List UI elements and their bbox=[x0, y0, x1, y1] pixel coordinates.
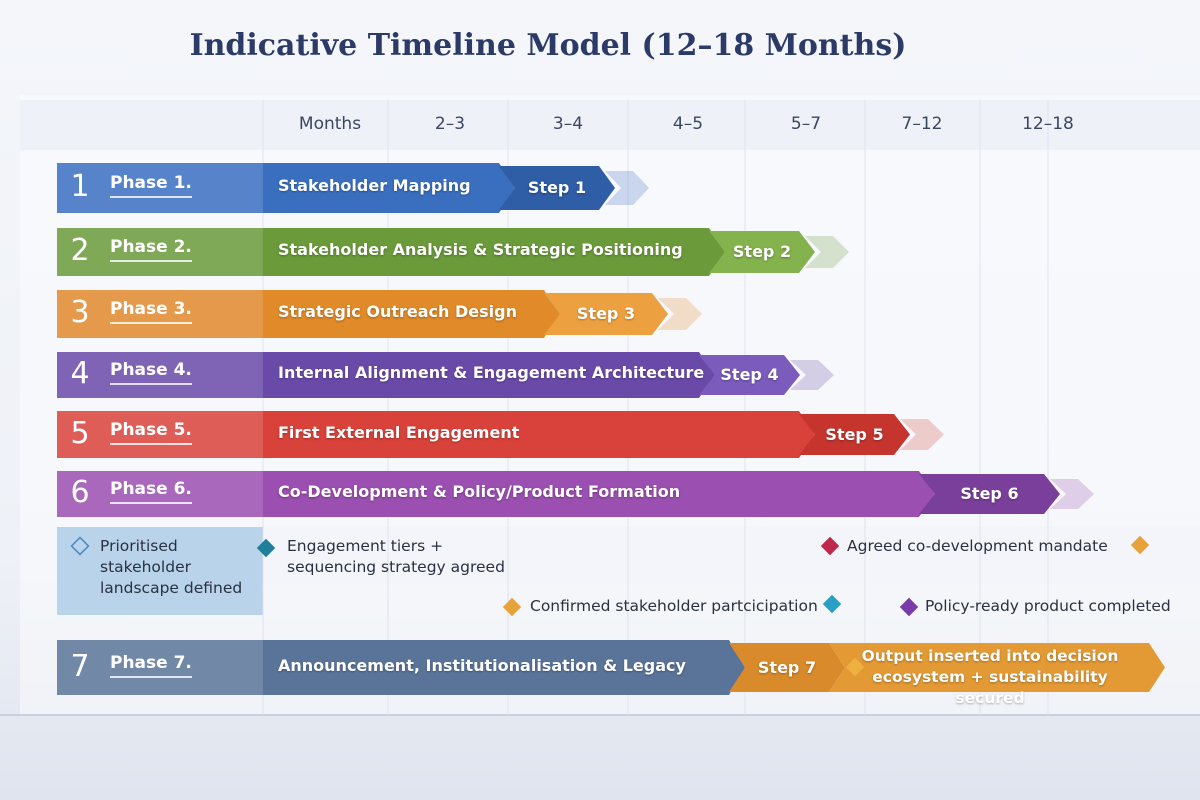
step-chevron bbox=[799, 414, 910, 455]
milestone-diamond bbox=[899, 597, 919, 617]
task-arrow bbox=[263, 290, 560, 338]
task-arrow bbox=[263, 471, 935, 517]
phase-label-block bbox=[57, 640, 263, 695]
milestone-label: Confirmed stakeholder partcicipation bbox=[530, 597, 818, 615]
output-label: Output inserted into decision ecosystem … bbox=[861, 647, 1119, 707]
phase-label: Phase 3. bbox=[110, 299, 192, 324]
step-label: Step 5 bbox=[825, 424, 884, 444]
column-header: 5–7 bbox=[790, 114, 822, 134]
milestone-label: Policy-ready product completed bbox=[925, 597, 1171, 615]
step-chevron bbox=[919, 474, 1060, 514]
column-header: 4–5 bbox=[672, 114, 704, 134]
step-chevron bbox=[658, 298, 702, 330]
phase-number: 6 bbox=[70, 475, 90, 510]
task-label: Co-Development & Policy/Product Formatio… bbox=[278, 482, 681, 501]
phase-number: 2 bbox=[70, 233, 90, 268]
step-chevron bbox=[699, 355, 800, 395]
phase-label-block bbox=[57, 352, 263, 398]
step-chevron bbox=[544, 293, 668, 335]
milestone-diamond bbox=[822, 594, 842, 614]
phase-label-block bbox=[57, 471, 263, 517]
phase-label: Phase 1. bbox=[110, 173, 192, 198]
phase-number: 1 bbox=[70, 169, 90, 204]
header-band bbox=[20, 100, 1200, 150]
step-chevron bbox=[499, 166, 615, 210]
milestone-diamond bbox=[845, 657, 865, 677]
step-label: Step 7 bbox=[757, 657, 817, 677]
phase-number: 3 bbox=[70, 295, 90, 330]
step-chevron bbox=[729, 643, 845, 692]
phase-number: 5 bbox=[70, 415, 90, 451]
column-header: 12–18 bbox=[1022, 114, 1074, 134]
column-header: 2–3 bbox=[434, 114, 466, 134]
step-chevron bbox=[605, 171, 649, 205]
milestone-diamond bbox=[1130, 535, 1150, 555]
step-chevron bbox=[805, 236, 849, 268]
phase-label-block bbox=[57, 290, 263, 338]
task-label: Stakeholder Analysis & Strategic Positio… bbox=[278, 240, 683, 259]
task-label: Stakeholder Mapping bbox=[278, 176, 471, 195]
task-label: First External Engagement bbox=[278, 422, 520, 442]
column-header: 3–4 bbox=[552, 114, 584, 134]
task-arrow bbox=[263, 640, 745, 695]
phase-label-block bbox=[57, 163, 263, 213]
step-label: Step 1 bbox=[527, 178, 587, 197]
phase-number: 4 bbox=[70, 356, 90, 391]
milestone-label: Prioritised stakeholder landscape define… bbox=[100, 537, 243, 597]
milestone-diamond bbox=[502, 597, 522, 617]
phase-number: 7 bbox=[70, 648, 90, 684]
step-label: Step 4 bbox=[720, 365, 779, 384]
step-chevron bbox=[829, 643, 1165, 692]
phase-label-block bbox=[57, 411, 263, 458]
task-arrow bbox=[263, 228, 725, 276]
step-chevron bbox=[1050, 479, 1094, 509]
phase-label-block bbox=[57, 228, 263, 276]
task-arrow bbox=[263, 411, 815, 458]
milestone-box bbox=[57, 527, 263, 615]
step-label: Step 6 bbox=[960, 484, 1019, 503]
task-label: Strategic Outreach Design bbox=[278, 302, 517, 321]
milestone-band bbox=[805, 527, 1200, 585]
phase-label: Phase 7. bbox=[110, 653, 192, 678]
title: Indicative Timeline Model (12–18 Months) bbox=[189, 28, 907, 63]
phase-label: Phase 5. bbox=[110, 420, 192, 445]
column-header: 7–12 bbox=[901, 114, 943, 134]
column-header: Months bbox=[298, 114, 362, 134]
step-chevron bbox=[709, 231, 815, 273]
milestone-diamond bbox=[256, 538, 276, 558]
phase-label: Phase 6. bbox=[110, 479, 192, 504]
task-label: Internal Alignment & Engagement Architec… bbox=[278, 363, 705, 382]
step-label: Step 2 bbox=[732, 242, 792, 261]
phase-label: Phase 4. bbox=[110, 360, 192, 385]
step-label: Step 3 bbox=[576, 304, 636, 323]
milestone-band bbox=[263, 527, 805, 585]
step-chevron bbox=[900, 419, 944, 450]
task-arrow bbox=[263, 352, 715, 398]
task-arrow bbox=[263, 163, 515, 213]
task-label: Announcement, Institutionalisation & Leg… bbox=[278, 655, 686, 675]
milestone-diamond bbox=[70, 536, 90, 556]
phase-label: Phase 2. bbox=[110, 237, 192, 262]
milestone-label: Agreed co-development mandate bbox=[847, 537, 1108, 555]
milestone-label: Engagement tiers + sequencing strategy a… bbox=[287, 537, 505, 576]
milestone-diamond bbox=[820, 536, 840, 556]
step-chevron bbox=[790, 360, 834, 390]
